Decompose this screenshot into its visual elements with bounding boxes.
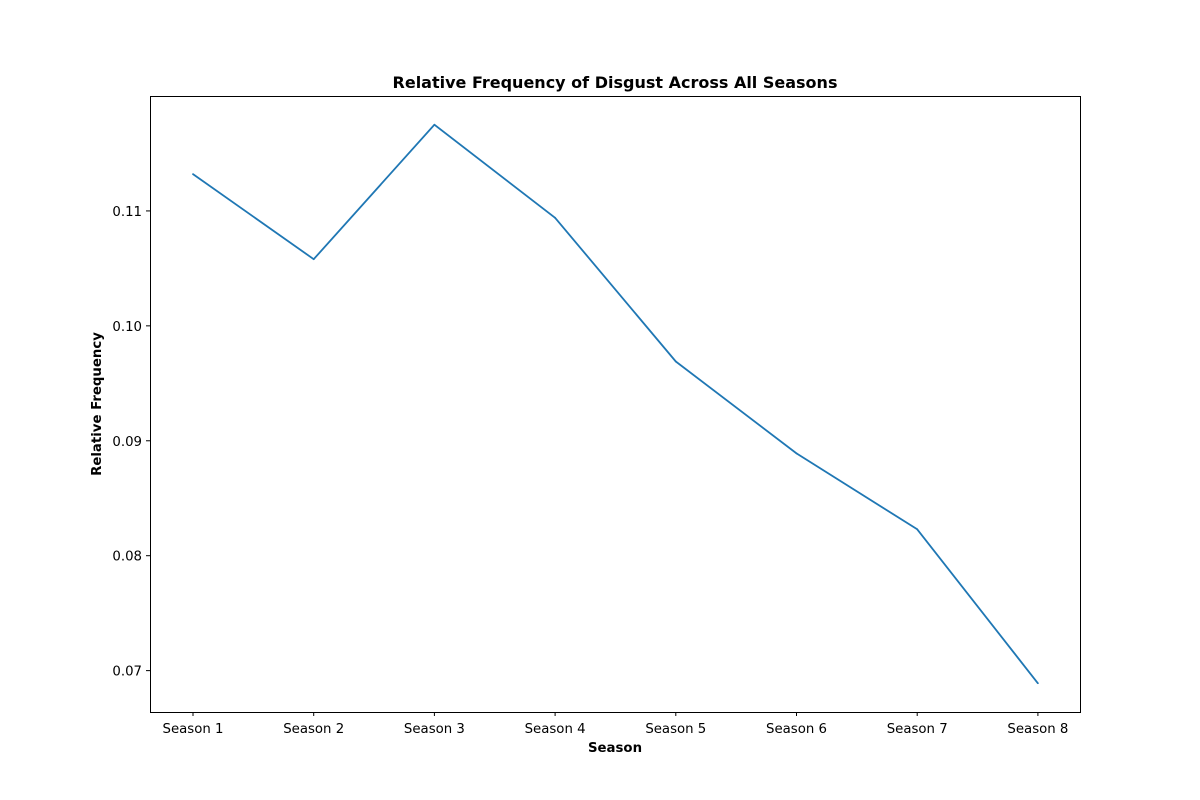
y-tick-label: 0.09 bbox=[112, 435, 142, 450]
x-tick-label: Season 4 bbox=[525, 722, 586, 737]
y-tick-label: 0.08 bbox=[112, 550, 142, 565]
plot-area-frame bbox=[150, 96, 1081, 713]
data-point bbox=[192, 173, 194, 176]
data-point bbox=[674, 360, 677, 363]
x-tick-label: Season 6 bbox=[766, 722, 827, 737]
y-axis-title: Relative Frequency bbox=[90, 332, 105, 476]
x-axis: Season 1 Season 2 Season 3 Season 4 Season 5… bbox=[163, 712, 1068, 737]
y-tick-label: 0.11 bbox=[112, 205, 142, 220]
y-tick-label: 0.07 bbox=[112, 665, 142, 680]
data-point bbox=[795, 452, 798, 455]
y-axis: 0.07 0.08 0.09 0.10 0.11 bbox=[112, 205, 150, 680]
data-point bbox=[433, 123, 436, 126]
chart-title: Relative Frequency of Disgust Across All… bbox=[393, 73, 838, 92]
x-tick-label: Season 5 bbox=[645, 722, 706, 737]
x-tick-label: Season 1 bbox=[163, 722, 224, 737]
data-point bbox=[1037, 682, 1039, 685]
data-point bbox=[554, 216, 556, 219]
x-tick-label: Season 3 bbox=[404, 722, 465, 737]
series-line bbox=[192, 123, 1039, 684]
x-tick-label: Season 7 bbox=[887, 722, 948, 737]
x-tick-label: Season 2 bbox=[283, 722, 344, 737]
data-point bbox=[916, 528, 919, 531]
y-tick-label: 0.10 bbox=[112, 320, 142, 335]
data-point bbox=[312, 258, 315, 261]
x-tick-label: Season 8 bbox=[1007, 722, 1068, 737]
series-group bbox=[192, 123, 1039, 685]
x-axis-title: Season bbox=[588, 741, 642, 756]
